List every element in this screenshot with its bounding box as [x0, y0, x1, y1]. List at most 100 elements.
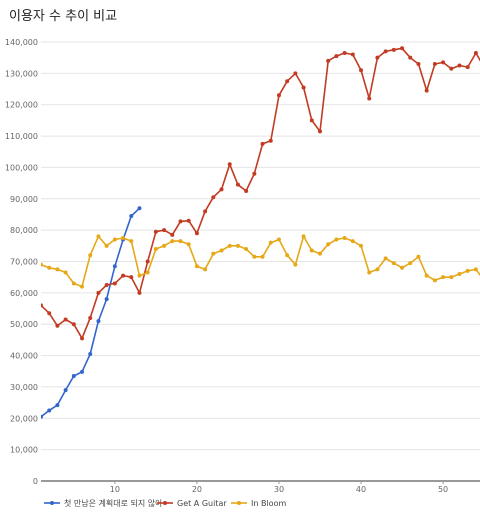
data-point — [112, 281, 117, 286]
data-point — [227, 243, 232, 248]
data-point — [71, 322, 76, 327]
data-point — [317, 129, 322, 134]
data-point — [203, 267, 208, 272]
data-point — [112, 264, 117, 269]
data-point — [80, 369, 85, 374]
data-point — [334, 54, 339, 59]
data-point — [465, 65, 470, 70]
data-point — [88, 315, 93, 320]
data-point — [441, 275, 446, 280]
data-point — [473, 50, 478, 55]
data-point — [170, 239, 175, 244]
data-point — [55, 323, 60, 328]
data-point — [55, 403, 60, 408]
data-point — [383, 49, 388, 54]
data-point — [186, 242, 191, 247]
data-point — [416, 61, 421, 66]
data-point — [252, 254, 257, 259]
data-point — [350, 52, 355, 57]
data-point — [260, 141, 265, 146]
data-point — [400, 46, 405, 51]
data-point — [317, 251, 322, 256]
y-tick-label: 120,000 — [5, 101, 38, 110]
x-tick-label: 40 — [356, 485, 366, 494]
data-point — [367, 270, 372, 275]
data-point — [104, 243, 109, 248]
data-point — [194, 264, 199, 269]
data-point — [301, 85, 306, 90]
data-point — [457, 63, 462, 68]
data-point — [441, 60, 446, 65]
x-tick-label: 20 — [192, 485, 202, 494]
data-point — [432, 278, 437, 283]
data-point — [293, 71, 298, 76]
data-point — [309, 248, 314, 253]
data-point — [276, 237, 281, 242]
data-point — [41, 414, 43, 419]
data-point — [71, 373, 76, 378]
y-tick-label: 100,000 — [5, 163, 38, 172]
data-point — [465, 268, 470, 273]
data-point — [153, 229, 158, 234]
legend-label: Get A Guitar — [177, 499, 227, 508]
data-point — [162, 243, 167, 248]
legend-item[interactable]: Get A Guitar — [157, 499, 227, 508]
data-point — [63, 388, 68, 393]
data-point — [186, 218, 191, 223]
x-tick-label: 30 — [274, 485, 284, 494]
data-point — [244, 246, 249, 251]
chart-gridlines — [41, 41, 480, 484]
legend-item[interactable]: In Bloom — [231, 499, 286, 508]
data-point — [129, 275, 134, 280]
y-tick-label: 0 — [33, 477, 38, 486]
x-axis-tick-labels: 10 20 30 40 50 — [110, 485, 448, 494]
y-tick-label: 60,000 — [10, 289, 38, 298]
y-tick-label: 40,000 — [10, 352, 38, 361]
y-tick-label: 10,000 — [10, 446, 38, 455]
data-point — [416, 254, 421, 259]
y-tick-label: 130,000 — [5, 69, 38, 78]
y-axis-tick-labels: 0 10,000 20,000 30,000 40,000 50,000 60,000 70,… — [5, 38, 38, 486]
data-point — [252, 171, 257, 176]
data-point — [408, 55, 413, 60]
chart-series — [41, 46, 480, 419]
data-point — [194, 231, 199, 236]
data-point — [80, 336, 85, 341]
data-point — [449, 66, 454, 71]
y-tick-label: 20,000 — [10, 414, 38, 423]
data-point — [55, 267, 60, 272]
data-point — [276, 93, 281, 98]
y-tick-label: 80,000 — [10, 226, 38, 235]
legend-label: 첫 만남은 계획대로 되지 않아 — [64, 498, 163, 508]
data-point — [244, 188, 249, 193]
data-point — [129, 214, 134, 219]
data-point — [178, 239, 183, 244]
data-point — [285, 79, 290, 84]
data-point — [96, 234, 101, 239]
data-point — [326, 242, 331, 247]
chart-title: 이용자 수 추이 비교 — [9, 9, 118, 24]
data-point — [71, 281, 76, 286]
data-point — [391, 47, 396, 52]
data-point — [137, 206, 142, 211]
series-3 — [41, 234, 480, 289]
data-point — [375, 55, 380, 60]
data-point — [47, 408, 52, 413]
chart-legend[interactable]: 첫 만남은 계획대로 되지 않아 Get A Guitar In Bloom — [44, 498, 286, 508]
y-tick-label: 90,000 — [10, 195, 38, 204]
data-point — [309, 118, 314, 123]
data-point — [47, 311, 52, 316]
data-point — [162, 228, 167, 233]
data-point — [359, 68, 364, 73]
data-point — [227, 162, 232, 167]
data-point — [145, 259, 150, 264]
data-point — [391, 261, 396, 266]
y-tick-label: 70,000 — [10, 258, 38, 267]
data-point — [178, 219, 183, 224]
data-point — [342, 50, 347, 55]
data-point — [375, 267, 380, 272]
legend-item[interactable]: 첫 만남은 계획대로 되지 않아 — [44, 498, 163, 508]
data-point — [121, 235, 126, 240]
legend-swatch-marker — [50, 501, 54, 505]
